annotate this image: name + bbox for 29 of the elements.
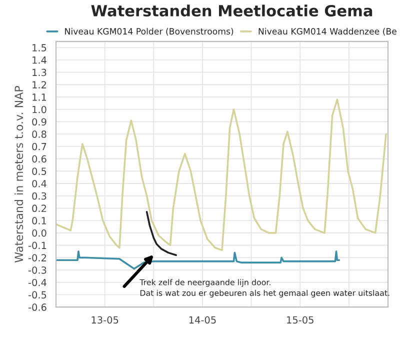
y-tick-label: -0.3 <box>28 266 46 274</box>
x-tick-label: 14-05 <box>189 316 216 324</box>
y-tick-label: -0.6 <box>28 304 46 311</box>
x-tick-label: 13-05 <box>92 316 118 324</box>
y-tick-label: 0.6 <box>32 155 46 163</box>
y-tick-label: 0.5 <box>32 168 46 175</box>
y-tick-label: 1.3 <box>32 68 46 76</box>
y-tick-label: 0.1 <box>32 217 46 224</box>
y-tick-label: 0.8 <box>32 130 46 138</box>
y-tick-label: 1.0 <box>32 106 46 114</box>
legend-label: Niveau KGM014 Waddenzee (Be <box>258 28 396 36</box>
y-tick-label: 0.2 <box>32 204 46 212</box>
y-tick-label: 0.0 <box>32 229 46 237</box>
y-tick-label: 0.4 <box>32 180 46 188</box>
y-axis-title: Waterstand in meters t.o.v. NAP <box>14 86 24 262</box>
legend-label: Niveau KGM014 Polder (Bovenstrooms) <box>65 28 234 36</box>
chart-title: Waterstanden Meetlocatie Gema <box>91 4 372 17</box>
y-tick-label: -0.2 <box>28 254 46 262</box>
y-tick-label: 1.4 <box>32 56 46 64</box>
y-tick-label: -0.4 <box>28 278 46 286</box>
y-tick-label: -0.5 <box>28 291 46 299</box>
y-tick-label: 1.1 <box>32 94 46 101</box>
y-tick-label: 0.9 <box>32 118 46 126</box>
x-tick-label: 15-05 <box>287 316 314 324</box>
y-tick-label: 1.5 <box>32 44 46 52</box>
y-tick-label: 0.3 <box>32 192 46 200</box>
y-tick-label: 1.2 <box>32 81 46 88</box>
y-tick-label: 0.7 <box>32 142 46 150</box>
y-tick-label: -0.1 <box>28 242 46 250</box>
